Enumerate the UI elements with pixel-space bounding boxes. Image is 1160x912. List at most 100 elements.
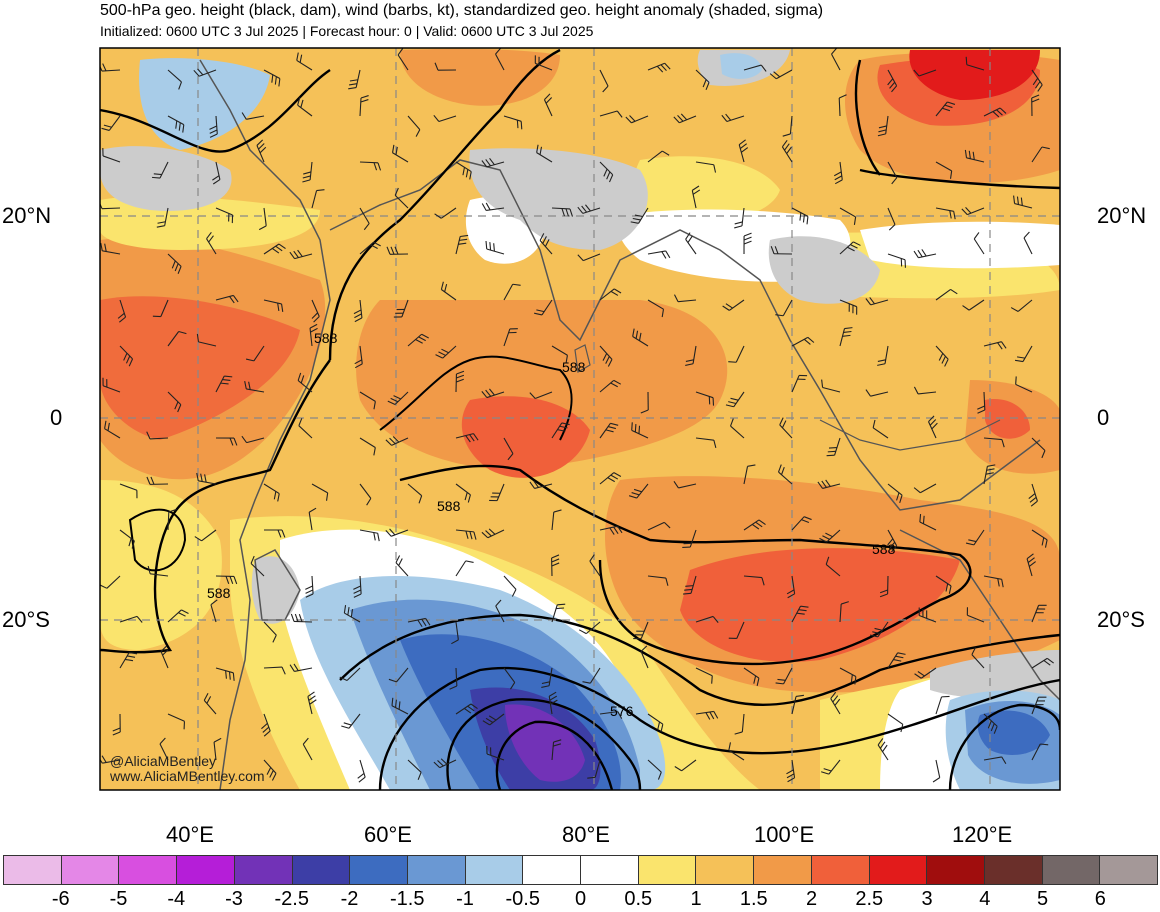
wind-barb-feather	[194, 536, 202, 542]
wind-barb-feather	[193, 69, 200, 77]
wind-barb-feather	[685, 232, 691, 240]
wind-barb-feather	[129, 651, 138, 655]
wind-barb-feather	[1027, 557, 1035, 563]
wind-barb-feather	[608, 174, 614, 183]
wind-barb-feather	[417, 619, 423, 628]
wind-barb-feather	[418, 495, 423, 504]
wind-barb	[551, 207, 571, 210]
wind-barb-feather	[741, 147, 749, 153]
wind-barb-feather	[464, 707, 472, 714]
wind-barb-feather	[146, 431, 151, 440]
wind-barb	[359, 391, 376, 402]
wind-barb	[250, 563, 265, 577]
wind-barb-feather	[782, 133, 791, 137]
colorbar-label: 2.5	[855, 888, 884, 910]
wind-barb	[877, 744, 889, 761]
wind-barb-feather	[638, 425, 641, 434]
wind-barb-feather	[613, 472, 622, 477]
wind-barb	[455, 621, 459, 640]
wind-barb	[391, 705, 409, 715]
wind-barb-feather	[296, 52, 299, 61]
wind-barb	[1031, 605, 1040, 623]
wind-barb	[167, 115, 185, 126]
wind-barb-feather	[825, 479, 831, 487]
wind-barb	[198, 341, 217, 347]
wind-barb	[440, 207, 457, 219]
wind-barb-feather	[302, 179, 311, 183]
wind-barb-feather	[993, 726, 998, 734]
wind-barb-feather	[711, 675, 713, 684]
wind-barb-feather	[802, 214, 805, 223]
wind-barb	[781, 146, 793, 163]
wind-barb	[839, 161, 843, 180]
wind-barb-feather	[495, 48, 502, 55]
wind-barb	[738, 144, 745, 163]
wind-barb-feather	[713, 440, 717, 449]
wind-barb-feather	[631, 492, 640, 496]
wind-barb-feather	[353, 593, 362, 598]
wind-barb-feather	[877, 363, 886, 366]
wind-barb-feather	[305, 589, 314, 594]
wind-barb-feather	[308, 695, 316, 701]
wind-barb	[838, 97, 841, 117]
wind-barb-feather	[663, 521, 671, 529]
wind-barb	[307, 696, 313, 715]
wind-barb-feather	[803, 338, 811, 345]
wind-barb-feather	[803, 516, 812, 521]
credit-handle: @AliciaMBentley	[110, 753, 217, 769]
colorbar-swatch	[350, 856, 408, 884]
wind-barb	[647, 575, 666, 579]
wind-barb	[983, 391, 986, 411]
wind-barb-feather	[734, 225, 743, 229]
wind-barb	[535, 62, 553, 71]
wind-barb-feather	[739, 143, 748, 149]
wind-barb-feather	[985, 472, 994, 475]
wind-barb-feather	[780, 467, 785, 475]
wind-barb-feather	[728, 361, 737, 363]
wind-barb	[534, 483, 553, 489]
colorbar-swatch	[581, 856, 639, 884]
wind-barb	[791, 375, 800, 393]
wind-barb-feather	[225, 576, 230, 584]
wind-barb-feather	[1013, 195, 1016, 204]
wind-barb	[119, 483, 138, 491]
wind-barb	[735, 345, 745, 363]
contour-label: 588	[207, 585, 231, 601]
wind-barb-feather	[358, 776, 366, 783]
wind-barb	[344, 612, 361, 623]
wind-barb	[167, 69, 182, 83]
wind-barb	[839, 328, 846, 347]
wind-barb	[496, 483, 505, 501]
colorbar-label: -6	[51, 888, 70, 910]
wind-barb-feather	[1028, 493, 1036, 499]
wind-barb	[455, 703, 472, 715]
map-subtitle: Initialized: 0600 UTC 3 Jul 2025 | Forec…	[100, 23, 594, 39]
wind-barb	[791, 207, 809, 217]
wind-barb-feather	[661, 309, 665, 318]
wind-barb-feather	[962, 305, 970, 311]
wind-barb-feather	[578, 629, 587, 635]
wind-barb	[971, 654, 985, 669]
anomaly-colorbar	[3, 855, 1158, 885]
wind-barb	[311, 299, 320, 317]
wind-barb-feather	[847, 246, 855, 252]
wind-barb-feather	[112, 727, 121, 732]
wind-barb	[691, 190, 697, 209]
wind-barb-feather	[441, 348, 449, 354]
wind-barb-feather	[625, 116, 632, 124]
wind-barb-feather	[222, 379, 231, 381]
wind-barb-feather	[343, 722, 352, 726]
wind-barb-feather	[349, 79, 358, 82]
wind-barb	[695, 667, 713, 677]
wind-barb-feather	[665, 250, 671, 259]
wind-barb	[778, 471, 793, 485]
wind-barb-feather	[786, 769, 794, 775]
colorbar-swatch	[869, 856, 928, 884]
wind-barb	[359, 97, 362, 117]
wind-barb	[311, 575, 314, 595]
colorbar-swatch	[523, 856, 582, 884]
wind-barb-feather	[893, 659, 902, 662]
wind-barb-feather	[607, 477, 615, 483]
wind-barb-feather	[674, 766, 682, 772]
wind-barb-feather	[534, 312, 543, 316]
